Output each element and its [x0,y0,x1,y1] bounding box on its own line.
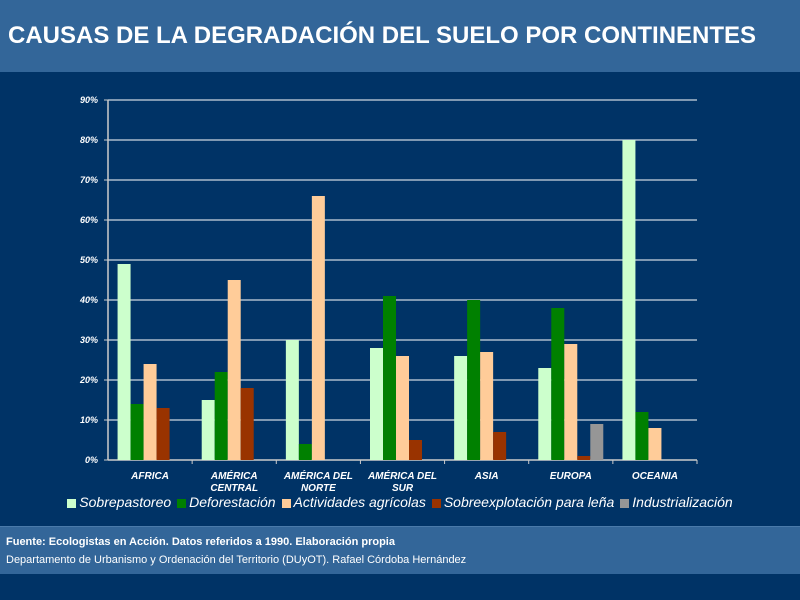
bar-3-3 [409,440,422,460]
x-tick-label: EUROPA [550,471,592,482]
bar-0-3 [370,348,383,460]
legend-item: Deforestación [177,494,276,510]
bar-1-0 [130,404,144,460]
bar-0-6 [622,140,636,460]
bar-0-5 [538,368,552,460]
bar-1-6 [635,412,649,460]
x-tick-label: AFRICA [130,471,169,482]
bar-1-4 [467,300,481,460]
legend-swatch [281,499,291,508]
bar-1-3 [383,296,396,460]
bar-3-5 [577,456,591,460]
page-title: CAUSAS DE LA DEGRADACIÓN DEL SUELO POR C… [8,22,757,49]
legend-label: Sobreexplotación para leña [443,494,615,510]
x-tick-label: AMÉRICA [210,469,258,482]
x-tick-label: NORTE [301,483,336,494]
bar-2-3 [396,356,409,460]
bar-1-1 [214,372,228,460]
x-tick-label: AMÉRICA DEL [283,469,353,482]
bar-2-6 [648,428,662,460]
bar-chart: 0% 10% 20% 30% 40% 50% 60% 70% 80% 90% AFRICA AMÉRI… [79,95,698,494]
bar-3-4 [493,432,507,460]
bar-3-1 [240,388,254,460]
y-tick-label: 10% [80,415,98,425]
bar-0-4 [454,356,468,460]
title-bar: CAUSAS DE LA DEGRADACIÓN DEL SUELO POR C… [0,0,800,72]
bar-2-4 [480,352,494,460]
x-tick-label: SUR [392,483,414,494]
bar-1-2 [298,444,312,460]
bar-2-0 [143,364,157,460]
x-tick-label: ASIA [474,471,499,482]
legend-item: Actividades agrícolas [281,494,426,510]
y-tick-label: 50% [80,255,98,265]
chart-legend: Sobrepastoreo Deforestación Actividades ag… [0,494,800,510]
y-tick-label: 20% [79,375,98,385]
legend-swatch [177,499,187,508]
source-note: Fuente: Ecologistas en Acción. Datos ref… [6,536,395,548]
legend-item: Sobrepastoreo [67,494,171,510]
y-tick-label: 80% [80,135,98,145]
bar-0-0 [117,264,131,460]
bar-1-5 [551,308,565,460]
bar-2-5 [564,344,578,460]
legend-label: Deforestación [189,494,276,510]
legend-label: Industrialización [632,494,733,510]
legend-label: Sobrepastoreo [79,494,172,510]
legend-swatch [67,499,77,508]
department-credit: Departamento de Urbanismo y Ordenación d… [6,554,467,566]
x-tick-label: CENTRAL [210,483,258,494]
footer: Fuente: Ecologistas en Acción. Datos ref… [0,526,800,574]
bar-3-0 [156,408,170,460]
x-tick-label: OCEANIA [632,471,678,482]
legend-swatch [620,499,630,508]
bar-4-5 [590,424,604,460]
legend-label: Actividades agrícolas [293,494,426,510]
y-tick-label: 40% [79,295,98,305]
legend-item: Sobreexplotación para leña [431,494,615,510]
bar-2-2 [311,196,325,460]
x-tick-label: AMÉRICA DEL [367,469,437,482]
y-tick-label: 90% [80,95,98,105]
legend-item: Industrialización [620,494,733,510]
y-tick-label: 30% [80,335,98,345]
bar-0-2 [285,340,299,460]
y-tick-label: 60% [80,215,98,225]
y-tick-label: 0% [85,455,98,465]
bar-0-1 [201,400,215,460]
y-tick-label: 70% [80,175,98,185]
legend-swatch [431,499,441,508]
bar-2-1 [227,280,241,460]
